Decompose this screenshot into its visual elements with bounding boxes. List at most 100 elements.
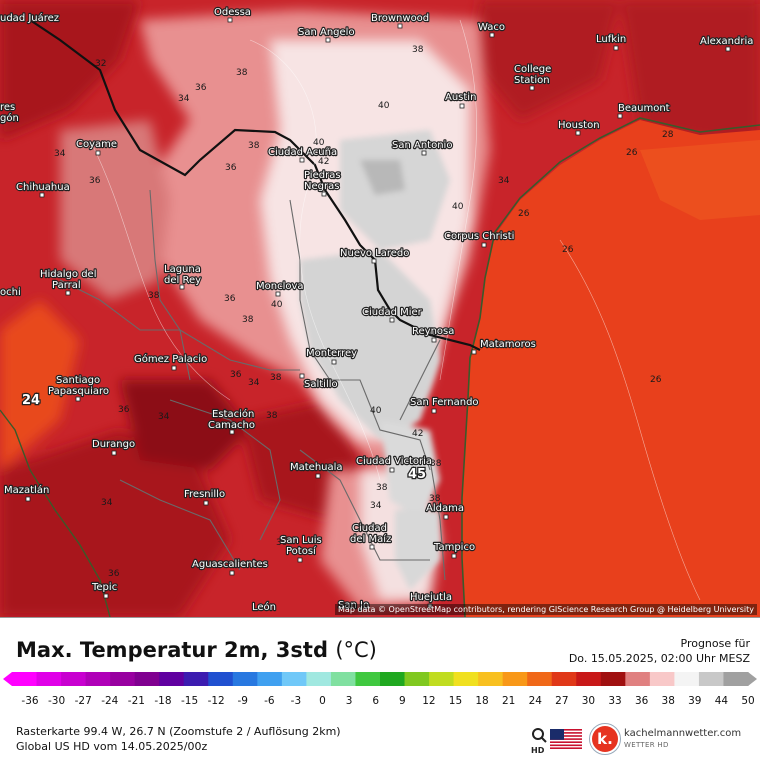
isoline-label: 34 (498, 176, 510, 186)
city-markers (25, 17, 731, 609)
scale-swatch (380, 672, 406, 686)
isoline-label: 38 (429, 494, 441, 504)
place-label: Santiago (56, 375, 100, 386)
scale-swatch (208, 672, 234, 686)
place-label: Huejutla (410, 592, 452, 603)
place-label: Station (514, 75, 550, 86)
scale-swatch (110, 672, 136, 686)
place-label: Corpus Christi (444, 231, 514, 242)
place-label: San Fernando (410, 397, 479, 408)
isoline-label: 26 (518, 209, 530, 219)
place-label: Tepic (91, 582, 117, 593)
scale-tick-label: 9 (399, 695, 406, 707)
scale-tick-label: 6 (372, 695, 379, 707)
scale-tick-label: 3 (346, 695, 353, 707)
place-label: Piedras (304, 170, 341, 181)
forecast-info: Prognose für Do. 15.05.2025, 02:00 Uhr M… (569, 636, 750, 666)
scale-tick-label: 50 (741, 695, 754, 707)
scale-tick-label: -36 (21, 695, 38, 707)
place-label: Ciudad Mier (362, 307, 423, 318)
place-label: Ciudad Acuña (268, 147, 337, 158)
isoline-label: 42 (318, 157, 329, 167)
scale-tick-label: 12 (422, 695, 435, 707)
isoline-label: 36 (195, 83, 207, 93)
place-label: res (0, 102, 15, 113)
scale-tick-label: 44 (715, 695, 729, 707)
raster-info: Rasterkarte 99.4 W, 26.7 N (Zoomstufe 2 … (16, 725, 341, 738)
scale-tick-label: -30 (48, 695, 65, 707)
color-scale: -36 -30 -27 -24 -21 -18 -15 -12 -9 -6 -3 0 3 6 9 12 15 18… (3, 672, 757, 707)
scale-swatch (723, 672, 749, 686)
isoline-label: 38 (236, 68, 248, 78)
place-label: Camacho (208, 420, 255, 431)
map-canvas: 38 40 36 34 32 38 42 40 34 36 40 34 36 3… (0, 0, 760, 617)
isoline-label: 36 (230, 370, 242, 380)
isoline-contours (89, 19, 701, 601)
place-label: udad Juárez (0, 12, 59, 24)
isoline-label: 34 (101, 498, 113, 508)
isoline-label: 34 (178, 94, 190, 104)
place-label: gón (0, 112, 19, 124)
scale-tick-label: -9 (237, 695, 247, 707)
magnifier-hd-icon[interactable]: HD (530, 726, 548, 754)
place-label: San Jo (338, 600, 369, 611)
scale-swatch (625, 672, 651, 686)
scale-swatch (478, 672, 504, 686)
scale-arrow-right (748, 672, 757, 686)
scale-tick-label: 0 (319, 695, 326, 707)
place-label: Odessa (214, 7, 251, 18)
isoline-label: 34 (158, 412, 170, 422)
isoline-label: 30 (276, 538, 288, 548)
place-label: Gómez Palacio (134, 353, 207, 365)
isoline-label: 38 (266, 411, 278, 421)
isoline-label: 36 (224, 294, 236, 304)
place-label: Matamoros (480, 339, 536, 350)
isoline-label: 26 (626, 148, 638, 158)
isoline-label: 32 (95, 59, 106, 69)
scale-tick-label: 27 (555, 695, 568, 707)
temperature-map[interactable]: 38 40 36 34 32 38 42 40 34 36 40 34 36 3… (0, 0, 760, 617)
scale-swatch (134, 672, 160, 686)
scale-swatch (232, 672, 258, 686)
place-label: San Antonio (392, 140, 452, 151)
isoline-label: 40 (313, 138, 325, 148)
place-label: Brownwood (371, 13, 429, 24)
place-label: Chihuahua (16, 182, 70, 193)
isoline-label: 38 (412, 45, 424, 55)
very-hot-areas (0, 0, 760, 617)
place-label: Monclova (256, 281, 304, 292)
place-labels: udad Juárez Odessa Brownwood Waco San An… (0, 6, 755, 614)
isoline-label: 36 (350, 535, 362, 545)
place-label: Coyame (76, 139, 117, 150)
place-label: Parral (52, 280, 81, 291)
isoline-labels: 38 40 36 34 32 38 42 40 34 36 40 34 36 3… (21, 45, 674, 579)
scale-tick-label: -27 (75, 695, 92, 707)
scale-swatch (61, 672, 87, 686)
place-label: Estación (212, 408, 254, 420)
scale-tick-label: -18 (154, 695, 171, 707)
scale-swatch (12, 672, 38, 686)
scale-tick-label: 24 (529, 695, 543, 707)
isoline-label: 34 (54, 149, 66, 159)
isoline-label: 42 (412, 429, 423, 439)
place-label: Waco (478, 22, 505, 33)
place-label: Monterrey (306, 348, 357, 359)
isoline-label: 40 (370, 406, 382, 416)
us-flag-icon[interactable] (550, 729, 582, 749)
place-label: del Rey (164, 275, 201, 286)
scale-tick-label: -12 (208, 695, 225, 707)
isoline-label: 38 (270, 373, 282, 383)
place-label: Laguna (164, 264, 201, 275)
isoline-label: 24 (22, 393, 40, 408)
scale-swatch (85, 672, 111, 686)
scale-tick-label: 15 (449, 695, 462, 707)
place-label: ochi (0, 287, 21, 298)
brand-name[interactable]: kachelmannwetter.com (624, 728, 742, 739)
place-label: del Maíz (350, 533, 391, 545)
place-label: Alexandria (700, 36, 753, 47)
isoline-label: 28 (662, 130, 674, 140)
place-label: Houston (558, 120, 600, 131)
kachelmann-logo-icon[interactable]: k. (592, 726, 618, 752)
isoline-label: 26 (562, 245, 574, 255)
grey-max-areas (300, 130, 450, 590)
